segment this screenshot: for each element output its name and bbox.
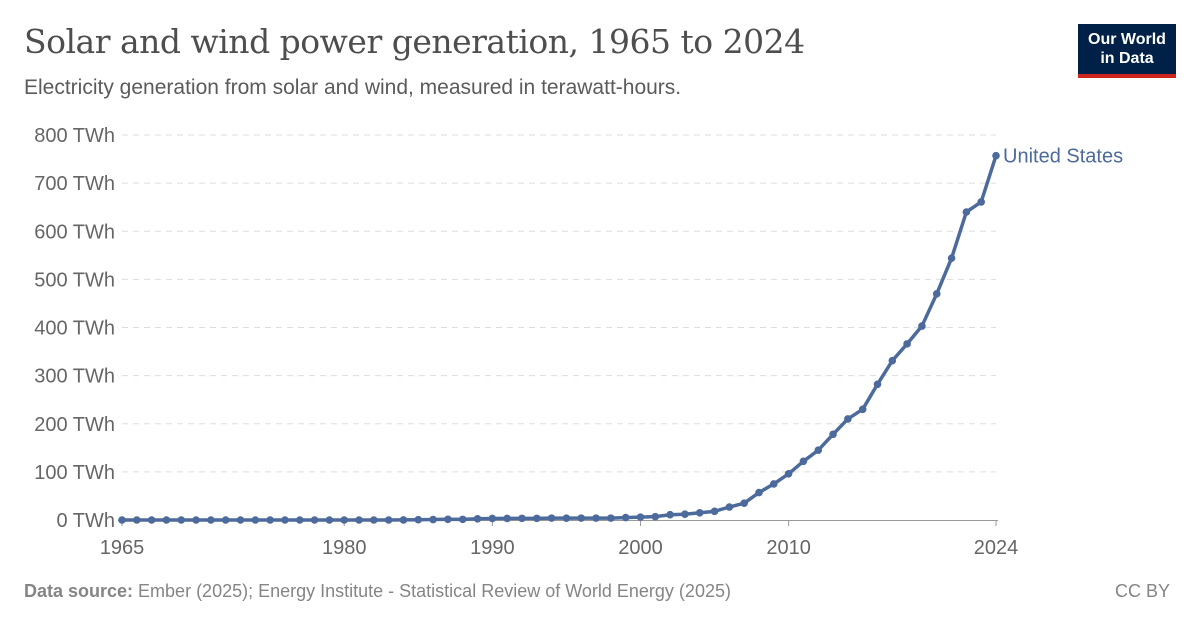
data-point <box>607 514 615 522</box>
data-point <box>666 510 674 519</box>
y-tick-label: 400 TWh <box>34 318 115 340</box>
x-tick-label: 1980 <box>322 537 367 559</box>
data-point <box>562 514 571 522</box>
data-point <box>221 516 230 524</box>
data-point <box>695 508 704 517</box>
data-point <box>532 514 541 523</box>
data-point <box>429 515 437 524</box>
data-point <box>932 290 941 298</box>
y-tick-label: 0 TWh <box>56 510 115 532</box>
data-point <box>340 516 349 524</box>
data-point <box>414 515 423 524</box>
data-point <box>784 470 793 478</box>
data-point <box>310 516 319 524</box>
data-point <box>918 322 926 330</box>
data-point <box>992 151 1000 160</box>
data-point <box>903 340 911 348</box>
data-point <box>266 516 274 524</box>
x-tick-label: 2010 <box>766 537 811 559</box>
data-point <box>384 516 393 524</box>
y-tick-label: 700 TWh <box>34 173 115 195</box>
data-point <box>621 513 630 522</box>
data-point <box>444 515 452 524</box>
data-point <box>769 480 778 488</box>
series-line <box>122 155 998 522</box>
data-point <box>133 516 141 524</box>
data-point <box>577 514 586 522</box>
data-point <box>888 356 897 365</box>
chart-subtitle: Electricity generation from solar and wi… <box>24 76 682 99</box>
data-point <box>799 457 808 466</box>
data-point <box>162 516 171 524</box>
data-point <box>740 499 748 507</box>
y-tick-label: 800 TWh <box>34 125 115 147</box>
data-point <box>755 488 763 497</box>
data-point <box>251 516 260 524</box>
data-point <box>592 514 600 522</box>
data-point <box>873 380 882 389</box>
data-point <box>458 515 467 524</box>
data-point <box>829 430 837 439</box>
data-point <box>814 446 823 455</box>
data-point <box>177 516 186 524</box>
data-point <box>977 198 985 206</box>
y-tick-label: 200 TWh <box>34 414 115 436</box>
x-tick-label: 2024 <box>974 537 1019 559</box>
data-point <box>192 516 200 524</box>
y-tick-label: 300 TWh <box>34 366 115 388</box>
data-point <box>399 516 408 524</box>
data-point <box>636 513 645 521</box>
y-tick-label: 500 TWh <box>34 269 115 291</box>
x-tick-label: 1965 <box>100 537 145 559</box>
data-point <box>295 516 304 524</box>
data-point <box>962 208 971 216</box>
data-point <box>681 510 689 519</box>
data-point <box>147 516 156 524</box>
data-point <box>488 514 497 523</box>
data-point <box>503 514 511 523</box>
series-label: United States <box>1003 146 1123 168</box>
y-tick-label: 100 TWh <box>34 462 115 484</box>
data-point <box>118 516 126 524</box>
data-point <box>325 516 334 524</box>
data-point <box>355 516 363 524</box>
data-point <box>947 254 956 262</box>
data-point <box>725 503 734 511</box>
license-link[interactable]: CC BY <box>1114 581 1170 601</box>
data-point <box>710 507 719 516</box>
y-tick-label: 600 TWh <box>34 221 115 243</box>
owid-logo[interactable]: Our World in Data <box>1078 24 1176 78</box>
x-tick-label: 1990 <box>470 537 515 559</box>
data-point <box>207 516 215 524</box>
source-text: Ember (2025); Energy Institute - Statist… <box>133 581 731 601</box>
data-source: Data source: Ember (2025); Energy Instit… <box>24 581 731 602</box>
source-label: Data source: <box>24 581 134 601</box>
data-point <box>858 405 867 414</box>
data-point <box>547 514 556 522</box>
data-point <box>473 514 482 523</box>
x-tick-label: 2000 <box>618 537 663 559</box>
data-point <box>651 512 660 521</box>
data-point <box>370 516 378 524</box>
data-point <box>281 516 289 524</box>
data-point <box>518 514 526 523</box>
chart-title: Solar and wind power generation, 1965 to… <box>24 22 805 61</box>
data-point <box>236 516 245 524</box>
data-point <box>844 415 852 423</box>
